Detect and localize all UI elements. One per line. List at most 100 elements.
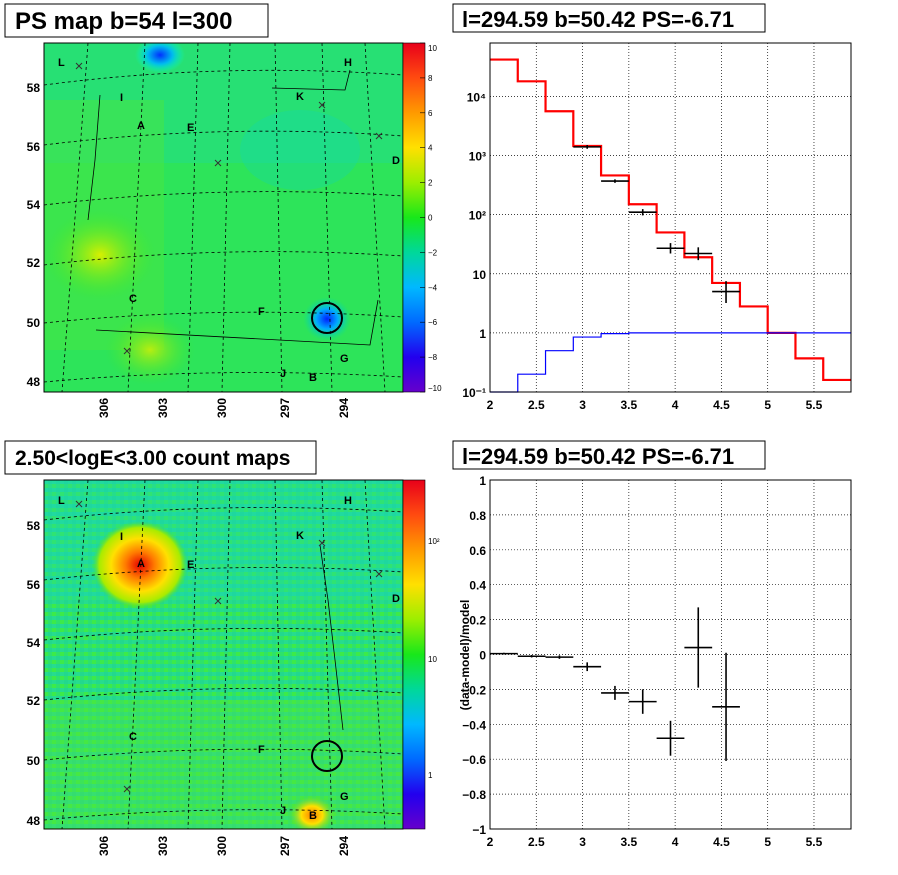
ps-map-image: [44, 43, 403, 392]
source-label-C: C: [129, 731, 137, 743]
spectrum-ytick-label: 10²: [469, 209, 486, 223]
lat-tick: 56: [27, 140, 41, 154]
source-label-F: F: [258, 744, 265, 756]
spectrum-panel: l=294.59 b=50.42 PS=-6.71 2 2.5 3 3.5 4 4.5 5 5…: [452, 3, 852, 412]
ps-colorbar-tick-label: 6: [428, 109, 433, 118]
source-label-A: A: [137, 120, 145, 132]
residual-ytick-label: −0.8: [462, 788, 486, 802]
spectrum-plot-frame: [489, 42, 852, 393]
source-label-K: K: [296, 91, 304, 103]
spectrum-xtick-label: 3: [579, 398, 586, 412]
residual-title-box: [452, 440, 766, 470]
count-map-source-labels: L H I K A E D C F G J B: [58, 495, 400, 822]
spectrum-xtick-label: 3.5: [621, 398, 638, 412]
count-map-title: 2.50<logE<3.00 count maps: [15, 447, 290, 470]
source-label-E: E: [187, 559, 194, 571]
source-label-B: B: [309, 372, 317, 384]
source-label-H: H: [344, 57, 352, 69]
source-label-I: I: [120, 531, 123, 543]
ps-colorbar-tick-label: −2: [428, 248, 438, 257]
residual-plot: 2 2.5 3 3.5 4 4.5 5 5.5 −1 −0.8 −0.6 −0.4 −0.2 0 0.2 0.…: [462, 474, 852, 849]
spectrum-ytick-label: 10⁴: [467, 90, 486, 104]
residual-xtick-label: 5: [764, 835, 771, 849]
count-map-lon-ticks: 306 303 300 297 294: [97, 836, 351, 856]
ps-colorbar-tick-label: −6: [428, 318, 438, 327]
residual-xtick-label: 2: [487, 835, 494, 849]
residual-ytick-label: 0.4: [469, 579, 486, 593]
lon-tick: 300: [215, 398, 229, 418]
ps-colorbar-tick-label: 4: [428, 144, 433, 153]
lat-tick: 50: [27, 754, 41, 768]
ps-colorbar-tick-label: −4: [428, 283, 438, 292]
residual-ytick-label: −1: [472, 823, 486, 837]
lon-tick: 297: [278, 398, 292, 418]
lat-tick: 52: [27, 256, 41, 270]
lon-tick: 303: [156, 836, 170, 856]
residual-ytick-label: 1: [479, 474, 486, 488]
lat-tick: 52: [27, 694, 41, 708]
source-label-A: A: [137, 558, 145, 570]
spectrum-plot-area: [490, 43, 851, 392]
count-map-lat-ticks: 58 56 54 52 50 48: [27, 519, 41, 828]
ps-map-panel: PS map b=54 l=300: [4, 3, 442, 418]
count-colorbar-tick: 1: [428, 771, 433, 780]
residual-panel: l=294.59 b=50.42 PS=-6.71 (data-model)/m…: [452, 440, 852, 849]
residual-ytick-label: −0.6: [462, 753, 486, 767]
lon-tick: 294: [337, 398, 351, 418]
spectrum-title: l=294.59 b=50.42 PS=-6.71: [462, 7, 734, 32]
residual-xtick-label: 4: [672, 835, 679, 849]
lat-tick: 48: [27, 814, 41, 828]
residual-ylabel: (data-model)/model: [458, 600, 472, 711]
residual-xtick-label: 4.5: [713, 835, 730, 849]
count-map-panel: 2.50<logE<3.00 count maps L: [4, 440, 440, 856]
lat-tick: 56: [27, 578, 41, 592]
ps-colorbar-tick-label: −10: [428, 384, 442, 393]
lon-tick: 306: [97, 398, 111, 418]
lon-tick: 294: [337, 836, 351, 856]
residual-ytick-label: −0.4: [462, 718, 486, 732]
lon-tick: 306: [97, 836, 111, 856]
count-map-boundary: [319, 544, 344, 731]
spectrum-xtick-label: 4: [672, 398, 679, 412]
source-label-E: E: [187, 122, 194, 134]
spectrum-model-background-line: [490, 332, 851, 393]
count-map-title-box: [4, 440, 317, 475]
count-map-image: [44, 480, 403, 829]
count-colorbar-ticks: 10² 10 1: [428, 537, 440, 780]
residual-plot-frame: [489, 479, 852, 830]
ps-map-target-circle: [311, 302, 343, 334]
residual-xtick-label: 3: [579, 835, 586, 849]
spectrum-ytick-label: 1: [479, 327, 486, 341]
spectrum-ytick-label: 10: [473, 268, 487, 282]
residual-title: l=294.59 b=50.42 PS=-6.71: [462, 444, 734, 469]
count-colorbar-tick: 10: [428, 655, 437, 664]
source-label-H: H: [344, 495, 352, 507]
source-label-C: C: [129, 293, 137, 305]
source-label-K: K: [296, 530, 304, 542]
ps-map-lat-ticks: 58 56 54 52 50 48: [27, 81, 41, 389]
residual-ytick-label: −0.2: [462, 683, 486, 697]
source-label-J: J: [280, 805, 286, 817]
lon-tick: 297: [278, 836, 292, 856]
ps-map-lon-ticks: 306 303 300 297 294: [97, 398, 351, 418]
residual-xtick-label: 2.5: [528, 835, 545, 849]
source-label-F: F: [258, 306, 265, 318]
spectrum-title-box: [452, 3, 766, 33]
source-label-L: L: [58, 57, 65, 69]
count-colorbar: [402, 479, 426, 830]
lat-tick: 54: [27, 636, 41, 650]
ps-colorbar-tick-label: 2: [428, 179, 433, 188]
source-label-J: J: [280, 368, 286, 380]
spectrum-ytick-label: 10⁻¹: [462, 386, 486, 400]
ps-map-crosses: [75, 62, 383, 355]
spectrum-xtick-label: 2: [487, 398, 494, 412]
spectrum-ytick-label: 10³: [469, 150, 486, 164]
ps-map-source-labels: L H I K A E D C F G J B: [58, 57, 400, 384]
source-label-G: G: [340, 353, 349, 365]
lat-tick: 54: [27, 198, 41, 212]
count-map-target-circle: [311, 740, 343, 772]
spectrum-xtick-label: 5.5: [806, 398, 823, 412]
ps-colorbar-tick-label: −8: [428, 353, 438, 362]
ps-colorbar-ticks: 10 8 6 4 2 0 −2 −4 −6 −8 −10: [420, 42, 442, 393]
